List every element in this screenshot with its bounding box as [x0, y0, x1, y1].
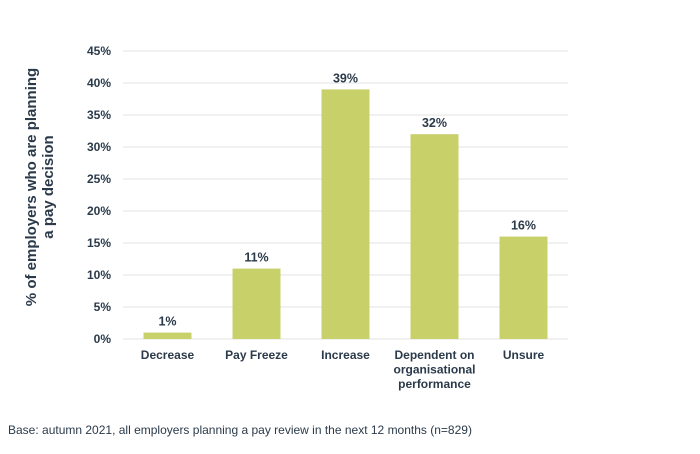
bar: [410, 134, 459, 339]
y-tick-label: 5%: [94, 300, 112, 314]
bars: [143, 89, 548, 340]
base-footnote: Base: autumn 2021, all employers plannin…: [8, 423, 472, 437]
category-label: Decrease: [141, 348, 195, 362]
y-tick-label: 45%: [87, 44, 111, 58]
data-label: 1%: [158, 315, 176, 329]
x-axis-categories: Decrease Pay Freeze Increase Dependent on or…: [141, 348, 545, 391]
category-label: Increase: [321, 348, 370, 362]
category-label: Dependent on organisational performance: [393, 348, 475, 391]
category-label: Pay Freeze: [225, 348, 288, 362]
y-axis-label: % of employers who are planninga pay dec…: [23, 68, 57, 306]
data-label: 32%: [422, 116, 447, 130]
data-label: 16%: [511, 219, 536, 233]
y-tick-label: 20%: [87, 204, 111, 218]
data-label: 11%: [244, 251, 268, 265]
category-label: Unsure: [503, 348, 545, 362]
y-tick-label: 15%: [87, 236, 111, 250]
y-tick-label: 35%: [87, 108, 111, 122]
bar: [232, 268, 281, 339]
y-axis-title: % of employers who are planninga pay dec…: [23, 68, 57, 306]
y-tick-label: 25%: [87, 172, 111, 186]
data-label: 39%: [333, 71, 358, 85]
y-tick-label: 0%: [94, 332, 112, 346]
bar-chart: 0% 5% 10% 15% 20% 25% 30% 35% 40% 45% 1% 11% 39% 32%…: [23, 44, 568, 391]
y-axis-ticks: 0% 5% 10% 15% 20% 25% 30% 35% 40% 45%: [87, 44, 111, 346]
y-tick-label: 40%: [87, 76, 111, 90]
y-tick-label: 10%: [87, 268, 111, 282]
bar: [321, 89, 370, 340]
bar: [499, 236, 548, 339]
bar: [143, 332, 192, 339]
data-labels: 1% 11% 39% 32% 16%: [158, 71, 536, 328]
y-tick-label: 30%: [87, 140, 111, 154]
